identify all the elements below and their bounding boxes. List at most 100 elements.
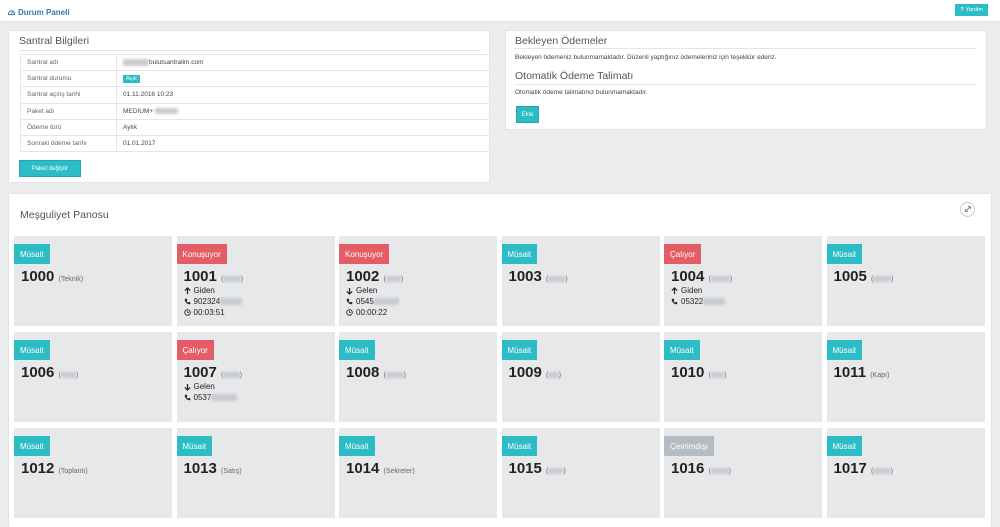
extension-number-text: 1009 xyxy=(508,364,542,381)
status-badge: Müsait xyxy=(664,340,700,360)
divider xyxy=(515,48,976,49)
help-button[interactable]: ? Yardım xyxy=(955,4,988,16)
redacted-text: xxxxxxx xyxy=(154,107,178,115)
extension-card[interactable]: Müsait 1006 (Ömer) xyxy=(14,332,172,422)
redacted-text: Ceren xyxy=(223,372,240,379)
change-package-button[interactable]: Paket değiştir xyxy=(19,160,81,177)
page-title: Durum Paneli xyxy=(8,8,70,17)
extension-owner: (Hasan) xyxy=(221,276,244,283)
extension-card[interactable]: Müsait 1011 (Kapı) xyxy=(826,332,985,422)
status-badge: Müsait xyxy=(176,436,213,456)
pending-payments-title: Bekleyen Ödemeler xyxy=(515,35,608,47)
extension-number: 1006 (Ömer) xyxy=(21,364,78,381)
phone-icon xyxy=(184,298,191,305)
table-row: Ödeme türü Aylık xyxy=(20,118,490,136)
extension-card[interactable]: Müsait 1008 (Doğan) xyxy=(339,332,497,422)
table-row: Santral durumu Açık xyxy=(20,70,490,88)
extension-owner: (Selim) xyxy=(383,276,404,283)
call-duration-text: 00:00:22 xyxy=(356,308,388,317)
redacted-text: Selim xyxy=(385,276,401,283)
add-auto-payment-button[interactable]: Ekle xyxy=(516,106,539,123)
help-button-label: Yardım xyxy=(965,7,983,13)
extension-owner: (Serkan) xyxy=(708,276,733,283)
extension-number: 1015 (Selim) xyxy=(509,460,566,477)
top-bar: Durum Paneli ? Yardım xyxy=(0,0,1000,22)
extension-card[interactable]: Müsait 1009 (Ece) xyxy=(501,332,660,422)
extension-card[interactable]: Müsait 1012 (Toplantı) xyxy=(14,428,172,518)
redacted-text: Kemal xyxy=(548,276,566,283)
auto-payment-title: Otomatik Ödeme Talimatı xyxy=(515,70,634,82)
status-badge: Müsait xyxy=(501,340,538,360)
status-badge: Müsait xyxy=(339,436,375,456)
redacted-text: Selim xyxy=(548,468,564,475)
extension-card[interactable]: Müsait 1014 (Sekreter) xyxy=(339,428,497,518)
redacted-text: Hasan xyxy=(873,468,891,475)
clock-icon xyxy=(346,309,353,316)
redacted-text: Hasan xyxy=(223,276,241,283)
extension-card[interactable]: Müsait 1017 (Hasan) xyxy=(826,428,985,518)
extension-card[interactable]: Müsait 1000 (Teknik) xyxy=(14,236,172,326)
caller-number: 05456578611 xyxy=(346,297,399,306)
extension-card[interactable]: Müsait 1003 (Kemal) xyxy=(501,236,660,326)
redacted-text: 6578611 xyxy=(373,298,399,305)
extension-number: 1007 (Ceren) xyxy=(184,364,243,381)
extension-number: 1014 (Sekreter) xyxy=(346,460,415,477)
extension-number-text: 1002 xyxy=(346,268,380,285)
call-direction-text: Gelen xyxy=(193,382,215,391)
dashboard-icon xyxy=(8,9,15,16)
extension-card[interactable]: Müsait 1013 (Satış) xyxy=(176,428,335,518)
redacted-text: 185650 xyxy=(703,298,725,305)
row-value: Açık xyxy=(116,70,490,88)
extension-card[interactable]: Müsait 1005 (Emrah) xyxy=(826,236,985,326)
extension-number-text: 1014 xyxy=(346,460,380,477)
extension-number: 1013 (Satış) xyxy=(184,460,242,477)
extension-owner: (Ceren) xyxy=(221,372,243,379)
extension-number-text: 1008 xyxy=(346,364,380,381)
row-label: Santral durumu xyxy=(20,70,117,88)
call-direction: Gelen xyxy=(183,382,215,391)
status-badge: Müsait xyxy=(14,436,50,456)
extension-number-text: 1013 xyxy=(183,460,217,477)
phone-icon xyxy=(671,298,678,305)
arrow-up-icon xyxy=(671,286,678,295)
arrow-up-icon xyxy=(183,286,191,295)
phone-icon xyxy=(184,394,191,401)
extension-number-text: 1003 xyxy=(508,268,542,285)
extension-number: 1000 (Teknik) xyxy=(21,268,83,285)
phone-icon xyxy=(346,298,353,305)
extension-number: 1016 (Doğan) xyxy=(671,460,731,477)
extension-number-text: 1016 xyxy=(671,460,705,477)
row-label: Paket adı xyxy=(20,102,117,120)
status-badge: Çalıyor xyxy=(176,340,214,360)
extension-owner: (Doğan) xyxy=(708,468,731,475)
extension-card[interactable]: Müsait 1010 (Fatih) xyxy=(664,332,822,422)
status-badge: Müsait xyxy=(339,340,375,360)
table-row: Paket adı MEDIUM+ xxxxxxx xyxy=(20,102,490,120)
extension-card[interactable]: Çevrimdışı 1016 (Doğan) xyxy=(664,428,822,518)
expand-icon xyxy=(964,205,972,215)
caller-number-text: 0537 xyxy=(193,393,212,402)
extension-owner: (Toplantı) xyxy=(58,468,88,475)
call-duration: 00:00:22 xyxy=(346,308,387,317)
call-direction: Gelen xyxy=(346,286,377,295)
extension-card[interactable]: Müsait 1015 (Selim) xyxy=(501,428,660,518)
switchboard-info-panel: Santral Bilgileri Santral adı xxxxxxxxbu… xyxy=(8,30,490,183)
redacted-text: Doğan xyxy=(385,372,404,379)
extension-number: 1017 (Hasan) xyxy=(834,460,894,477)
status-badge: Müsait xyxy=(826,244,863,264)
busy-board-panel: Meşguliyet Panosu Müsait 1000 (Teknik) Kon… xyxy=(8,193,992,527)
status-badge: Çalıyor xyxy=(664,244,702,264)
extension-owner: (Fatih) xyxy=(708,372,727,379)
extension-number-text: 1004 xyxy=(671,268,705,285)
extension-number: 1001 (Hasan) xyxy=(184,268,244,285)
status-badge: Açık xyxy=(123,74,140,83)
row-label: Santral açılış tarihi xyxy=(20,86,117,104)
extension-owner: (Ömer) xyxy=(58,372,79,379)
extension-owner: (Satış) xyxy=(221,468,242,475)
expand-button[interactable] xyxy=(960,202,975,217)
extension-owner: (Teknik) xyxy=(58,276,84,283)
